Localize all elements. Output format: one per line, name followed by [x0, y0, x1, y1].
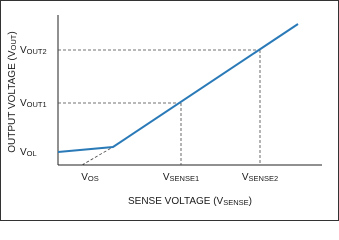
x-label: VSENSE2 [242, 172, 278, 183]
title-end: ) [249, 196, 252, 207]
title-text: OUTPUT VOLTAGE (V [7, 50, 18, 153]
label-main: V [20, 98, 27, 109]
label-sub: OL [27, 149, 37, 158]
guide-line [81, 146, 114, 166]
title-text: SENSE VOLTAGE (V [128, 196, 224, 207]
label-sub: OUT2 [27, 47, 47, 56]
label-sub: SENSE2 [249, 174, 279, 183]
y-label: VOUT2 [20, 45, 47, 56]
label-sub: OS [88, 174, 99, 183]
title-sub: SENSE [223, 198, 248, 207]
y-label: VOUT1 [20, 98, 47, 109]
label-main: V [242, 172, 249, 183]
y-axis-title: OUTPUT VOLTAGE (VOUT) [7, 31, 18, 152]
label-main: V [20, 147, 27, 158]
x-axis-title: SENSE VOLTAGE (VSENSE) [128, 196, 252, 207]
x-label: VOS [81, 172, 99, 183]
label-main: V [20, 45, 27, 56]
title-end: ) [7, 31, 18, 34]
label-main: V [81, 172, 88, 183]
diagram: VOUT2 VOUT1 VOL VOS VSENSE1 VSENSE2 SENS… [0, 0, 339, 221]
y-label: VOL [20, 147, 37, 158]
x-label: VSENSE1 [163, 172, 199, 183]
guides [58, 49, 261, 166]
label-sub: SENSE1 [170, 174, 200, 183]
label-main: V [163, 172, 170, 183]
label-sub: OUT1 [27, 100, 47, 109]
transfer-curve [57, 23, 299, 153]
title-sub: OUT [9, 34, 18, 50]
